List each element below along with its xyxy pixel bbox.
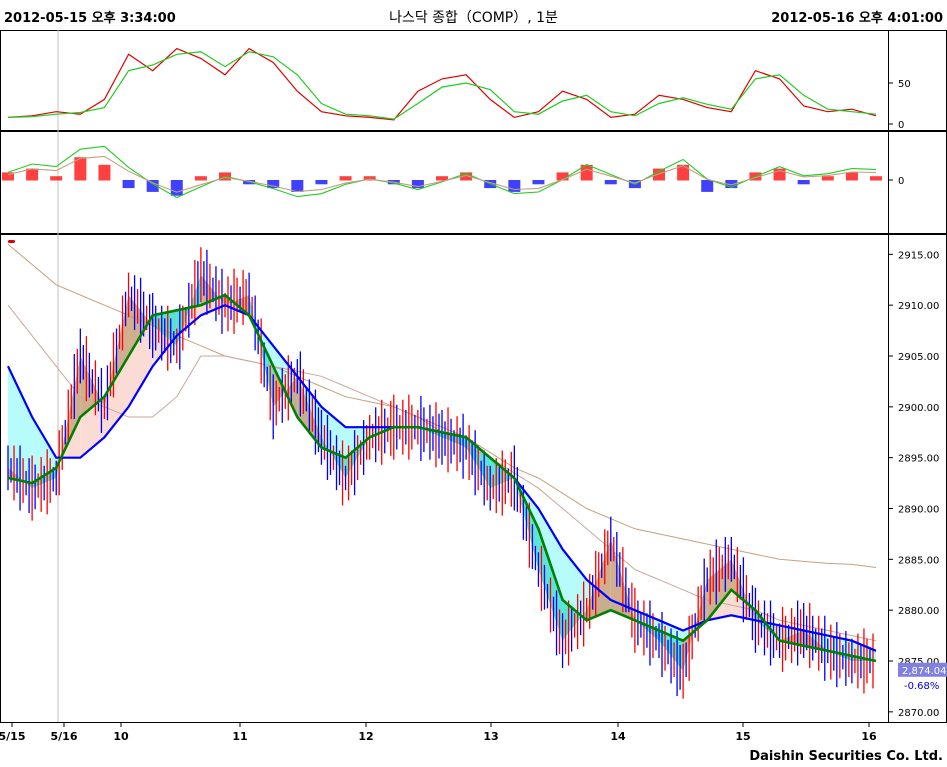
indicator-marker: [8, 240, 15, 243]
stoch-tick-label: 50: [898, 79, 911, 90]
macd-bar: [170, 180, 183, 196]
macd-bar: [725, 180, 738, 189]
macd-bar: [460, 172, 473, 181]
macd-bar: [653, 168, 665, 181]
macd-bar: [773, 168, 786, 181]
start-time: 2012-05-15 오후 3:34:00: [4, 11, 176, 26]
price-tick-label: 2870.00: [898, 708, 939, 719]
chart-title: 나스닥 종합（COMP）, 1분: [389, 10, 558, 26]
macd-bar: [339, 176, 352, 181]
x-tick-label: 15: [735, 730, 750, 743]
macd-bar: [821, 176, 834, 181]
ma-cloud-segment: [128, 315, 153, 407]
ma-cloud-segment: [538, 508, 563, 600]
price-tick-label: 2895.00: [898, 454, 939, 465]
stoch-line-1: [7, 47, 877, 121]
macd-bar: [532, 180, 545, 185]
chart-canvas: 50 0 0 2915.00 2910.00 2905.00 2900.00 2895.00 2…: [0, 30, 947, 743]
macd-bar: [267, 180, 280, 189]
x-tick-label: 10: [113, 730, 129, 743]
x-tick-label: 13: [483, 730, 498, 743]
x-tick-label: 12: [358, 730, 373, 743]
ma-cloud-segment: [104, 356, 129, 438]
macd-bar: [194, 176, 207, 181]
x-tick-label: 11: [232, 730, 247, 743]
panel-frame-1: [0, 30, 947, 131]
price-tick-label: 2905.00: [898, 352, 939, 363]
macd-bar: [26, 168, 39, 181]
macd-bar: [701, 180, 714, 192]
brand-footer: Daishin Securities Co. Ltd.: [749, 749, 943, 764]
macd-bar: [146, 180, 159, 192]
price-tick-label: 2875.00: [898, 657, 939, 668]
macd-bar: [845, 172, 858, 181]
price-tick-label: 2900.00: [898, 403, 939, 414]
last-price-label: 2,874.04: [902, 666, 947, 677]
macd-bar: [556, 172, 569, 181]
chart-header: 2012-05-15 오후 3:34:00 나스닥 종합（COMP）, 1분 2…: [0, 0, 947, 30]
x-tick-label: 5/16: [51, 730, 78, 743]
last-price-box: [898, 662, 947, 677]
stoch-tick-label: 0: [898, 120, 904, 131]
macd-bar: [315, 180, 328, 185]
macd-signal-2: [7, 155, 877, 193]
macd-bar: [98, 164, 111, 181]
ma-fast-line: [7, 293, 877, 663]
macd-tick-label: 0: [898, 176, 904, 187]
stoch-line-2: [7, 51, 877, 120]
price-tick-label: 2890.00: [898, 505, 939, 516]
macd-bar: [2, 172, 14, 181]
macd-bar: [122, 180, 135, 189]
macd-bar: [797, 180, 810, 185]
x-tick-label: 14: [610, 730, 626, 743]
price-tick-label: 2910.00: [898, 301, 939, 312]
price-tick-label: 2915.00: [898, 250, 939, 261]
end-time: 2012-05-16 오후 4:01:00: [771, 11, 943, 26]
panel-frame-3: [0, 234, 947, 723]
macd-bar: [580, 164, 593, 181]
macd-bar: [870, 176, 882, 181]
macd-bar: [677, 164, 690, 181]
macd-bar: [291, 180, 304, 192]
macd-bar: [74, 157, 87, 181]
change-label: -0.68%: [904, 681, 939, 692]
macd-bar: [436, 176, 448, 181]
macd-signal-1: [7, 145, 877, 199]
price-tick-label: 2885.00: [898, 555, 939, 566]
x-tick-label: 5/15: [0, 730, 25, 743]
macd-bar: [508, 180, 521, 192]
macd-bar: [604, 180, 617, 185]
x-tick-label: 16: [861, 730, 877, 743]
macd-bar: [411, 180, 424, 189]
price-tick-label: 2880.00: [898, 606, 939, 617]
macd-bar: [50, 176, 63, 181]
